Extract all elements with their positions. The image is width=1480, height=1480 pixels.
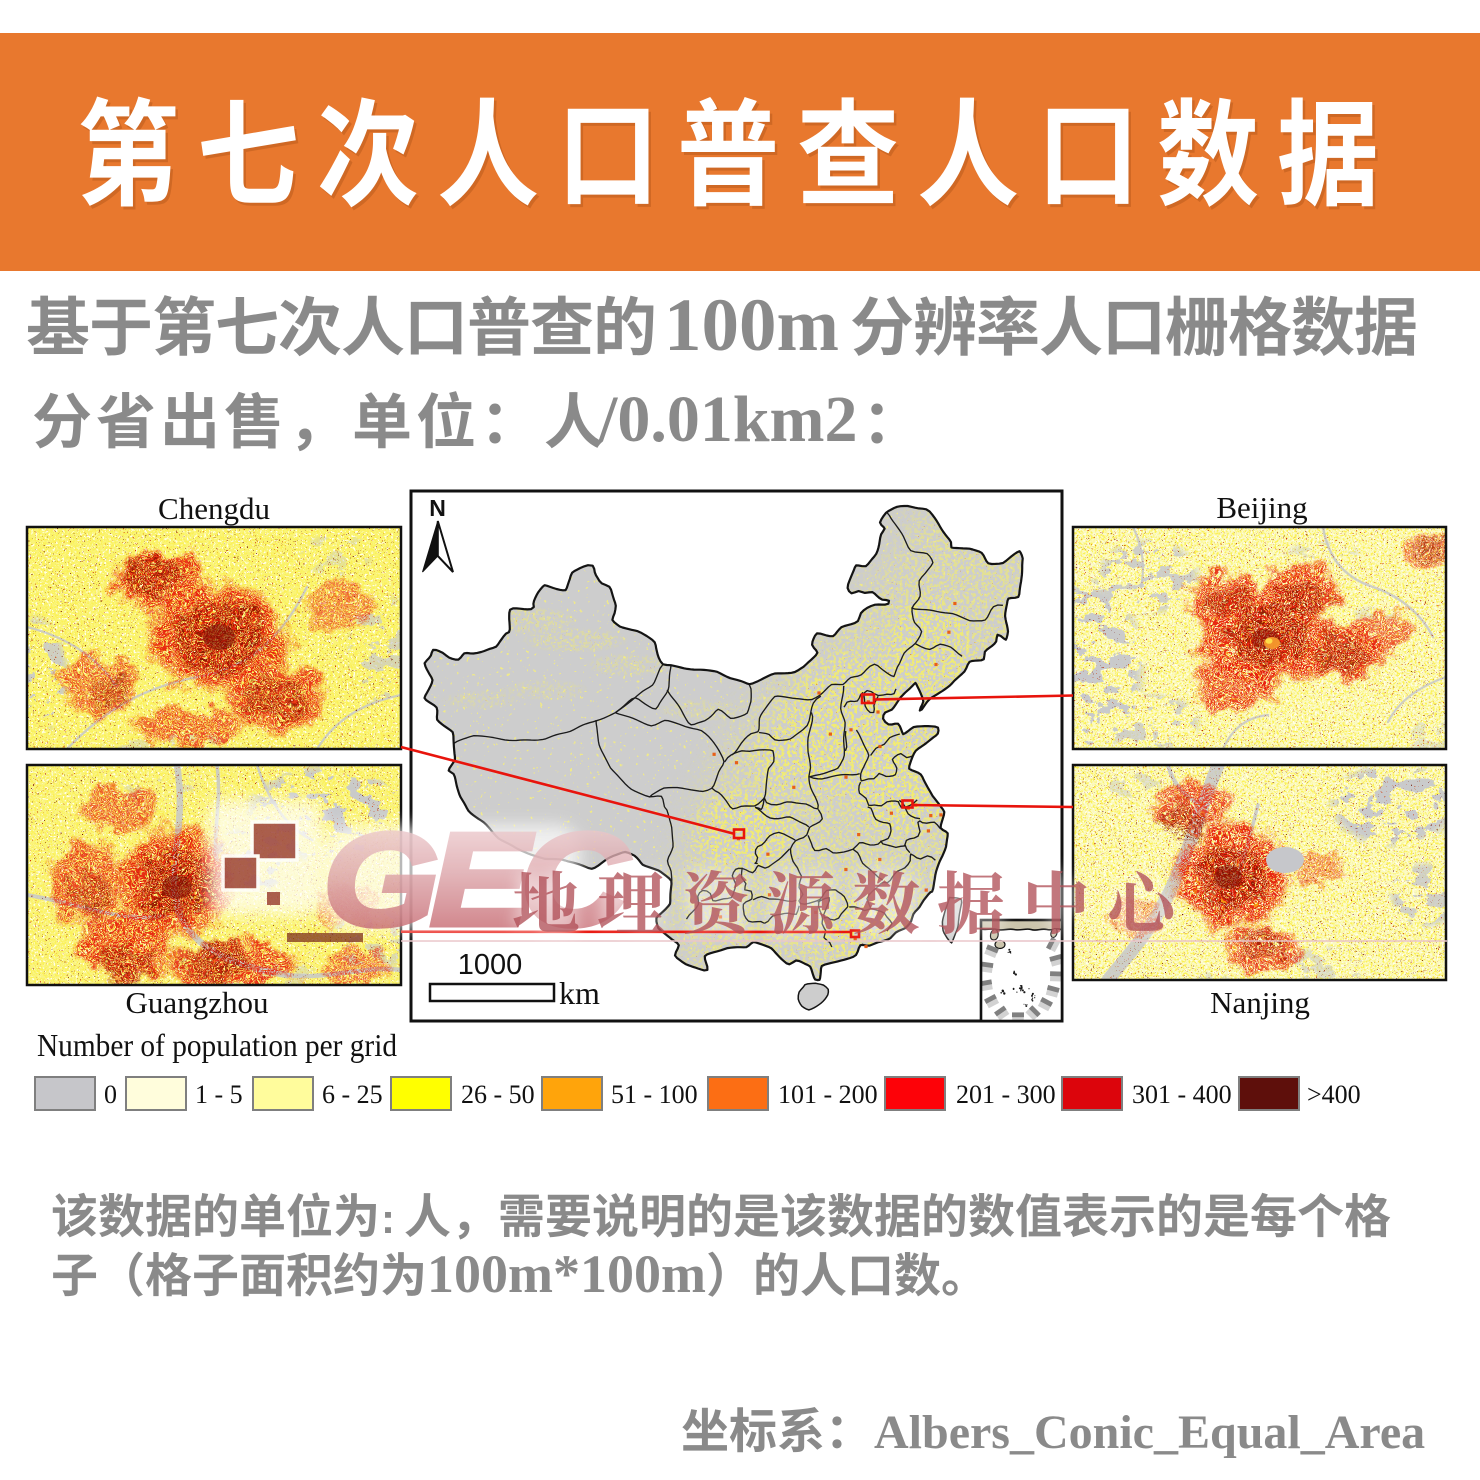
svg-text:100m*100m: 100m*100m	[427, 1244, 706, 1304]
svg-text:Number of population per grid: Number of population per grid	[37, 1027, 397, 1063]
svg-text:Chengdu: Chengdu	[158, 491, 270, 526]
svg-text:101 - 200: 101 - 200	[778, 1080, 878, 1109]
svg-text::: :	[381, 1195, 395, 1242]
svg-text:km: km	[559, 975, 600, 1011]
svg-text:0: 0	[104, 1080, 117, 1109]
svg-text:1000: 1000	[458, 949, 523, 981]
svg-text:Nanjing: Nanjing	[1210, 985, 1310, 1020]
svg-text:51 - 100: 51 - 100	[611, 1080, 698, 1109]
svg-text:/0.01km2: /0.01km2	[598, 383, 858, 456]
svg-text:301 - 400: 301 - 400	[1132, 1080, 1232, 1109]
svg-text:Beijing: Beijing	[1216, 490, 1307, 525]
svg-text:201 - 300: 201 - 300	[956, 1080, 1056, 1109]
svg-text:Albers_Conic_Equal_Area: Albers_Conic_Equal_Area	[874, 1406, 1425, 1459]
svg-text:26 - 50: 26 - 50	[461, 1080, 535, 1109]
svg-text:100m: 100m	[664, 284, 839, 367]
svg-text:6 - 25: 6 - 25	[322, 1080, 383, 1109]
svg-text:1 - 5: 1 - 5	[195, 1080, 243, 1109]
svg-text:N: N	[429, 495, 446, 521]
svg-text:>400: >400	[1307, 1080, 1361, 1109]
svg-text:GEC: GEC	[323, 806, 631, 953]
svg-text:Guangzhou: Guangzhou	[126, 985, 269, 1020]
